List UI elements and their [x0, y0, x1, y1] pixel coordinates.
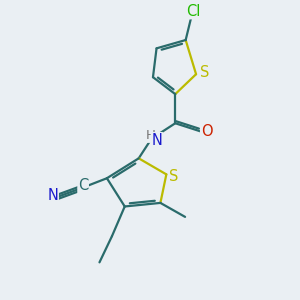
Text: N: N — [152, 133, 162, 148]
Text: Cl: Cl — [186, 4, 200, 19]
Text: N: N — [47, 188, 58, 203]
Text: H: H — [146, 129, 156, 142]
Text: S: S — [169, 169, 178, 184]
Text: S: S — [200, 65, 209, 80]
Text: O: O — [201, 124, 212, 139]
Text: C: C — [78, 178, 88, 193]
